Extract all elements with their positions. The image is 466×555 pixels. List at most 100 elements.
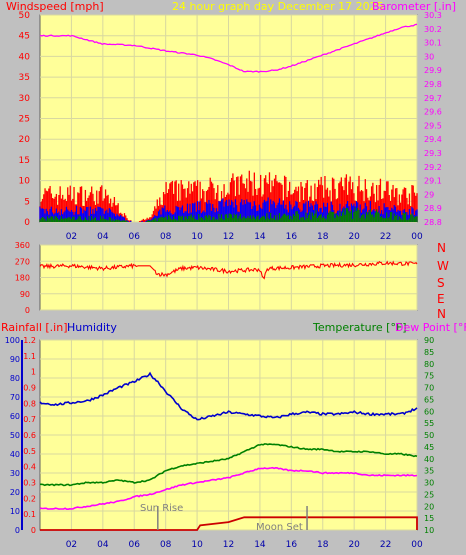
compass-e: E bbox=[437, 292, 445, 306]
wind-y-tick: 0 bbox=[24, 218, 30, 228]
temperature-y-tick: 45 bbox=[424, 443, 434, 452]
barometer-y-tick: 28.9 bbox=[424, 204, 442, 213]
temperature-y-tick: 30 bbox=[424, 479, 434, 488]
barometer-y-tick: 28.8 bbox=[424, 218, 442, 227]
humidity-y-tick: 30 bbox=[10, 469, 20, 478]
humidity-y-tick: 90 bbox=[10, 355, 20, 364]
temperature-y-tick: 55 bbox=[424, 419, 434, 428]
wind-x-tick: 06 bbox=[129, 232, 141, 242]
wind-y-tick: 20 bbox=[19, 135, 31, 145]
humidity-y-tick: 0 bbox=[15, 526, 20, 535]
rainfall-title: Rainfall [.in] bbox=[1, 321, 68, 334]
humidity-y-tick: 40 bbox=[10, 450, 20, 459]
temperature-y-tick: 35 bbox=[424, 467, 434, 476]
wind-y-tick: 25 bbox=[19, 115, 30, 125]
temperature-y-tick: 70 bbox=[424, 384, 434, 393]
weather-x-tick: 14 bbox=[254, 540, 266, 550]
rain-y-tick: 1.1 bbox=[23, 352, 36, 361]
weather-x-tick: 02 bbox=[66, 540, 77, 550]
weather-x-tick: 08 bbox=[160, 540, 172, 550]
barometer-title: Barometer [.in] bbox=[372, 0, 456, 13]
direction-y-tick: 90 bbox=[20, 290, 30, 299]
wind-y-tick: 10 bbox=[19, 177, 31, 187]
direction-y-tick: 270 bbox=[15, 257, 30, 266]
weather-x-tick: 22 bbox=[380, 540, 391, 550]
barometer-y-tick: 29 bbox=[424, 190, 434, 199]
rain-y-tick: 1 bbox=[31, 368, 36, 377]
barometer-y-tick: 29.1 bbox=[424, 177, 442, 186]
grid bbox=[40, 14, 418, 531]
rain-y-tick: 0.6 bbox=[23, 431, 36, 440]
humidity-y-tick: 70 bbox=[10, 393, 20, 402]
barometer-y-tick: 29.4 bbox=[424, 135, 442, 144]
wind-x-tick: 20 bbox=[348, 232, 360, 242]
series bbox=[39, 23, 418, 531]
weather-x-tick: 18 bbox=[317, 540, 329, 550]
dew-point-line bbox=[39, 466, 418, 510]
rain-y-tick: 1.2 bbox=[23, 336, 36, 345]
humidity-y-tick: 50 bbox=[10, 431, 20, 440]
humidity-y-tick: 20 bbox=[10, 488, 20, 497]
humidity-y-tick: 60 bbox=[10, 412, 20, 421]
barometer-y-tick: 29.2 bbox=[424, 163, 442, 172]
wind-x-tick: 14 bbox=[254, 232, 266, 242]
temperature-y-tick: 40 bbox=[424, 455, 434, 464]
rain-y-tick: 0.7 bbox=[23, 415, 36, 424]
barometer-y-tick: 29.6 bbox=[424, 108, 442, 117]
rain-y-tick: 0.1 bbox=[23, 510, 36, 519]
rain-y-tick: 0.3 bbox=[23, 479, 36, 488]
wind-y-tick: 45 bbox=[19, 32, 30, 42]
rain-y-tick: 0.9 bbox=[23, 384, 36, 393]
barometer-y-tick: 29.8 bbox=[424, 80, 442, 89]
temperature-y-tick: 85 bbox=[424, 348, 434, 357]
humidity-title: Humidity bbox=[67, 321, 117, 334]
compass-s: S bbox=[437, 276, 445, 290]
direction-y-tick: 0 bbox=[25, 306, 30, 315]
wind-y-tick: 15 bbox=[19, 156, 30, 166]
rainfall-line bbox=[40, 516, 418, 531]
weather-x-tick: 04 bbox=[97, 540, 109, 550]
wind-direction-line bbox=[39, 260, 418, 280]
weather-x-tick: 16 bbox=[286, 540, 298, 550]
humidity-y-tick: 10 bbox=[10, 507, 20, 516]
wind-x-tick: 04 bbox=[97, 232, 109, 242]
wind-y-tick: 40 bbox=[19, 52, 31, 62]
temperature-y-tick: 50 bbox=[424, 431, 434, 440]
barometer-y-tick: 30.1 bbox=[424, 39, 442, 48]
direction-y-tick: 360 bbox=[15, 241, 30, 250]
temperature-y-tick: 80 bbox=[424, 360, 434, 369]
sunrise-label: Sun Rise bbox=[140, 503, 183, 514]
humidity-y-tick: 100 bbox=[5, 336, 20, 345]
barometer-y-tick: 29.7 bbox=[424, 94, 442, 103]
compass-w: W bbox=[437, 259, 449, 273]
wind-x-tick: 18 bbox=[317, 232, 329, 242]
wind-y-tick: 5 bbox=[24, 197, 30, 207]
temperature-y-tick: 20 bbox=[424, 502, 434, 511]
weather-x-tick: 10 bbox=[191, 540, 203, 550]
barometer-y-tick: 30.2 bbox=[424, 25, 442, 34]
wind-y-tick: 35 bbox=[19, 73, 30, 83]
barometer-y-tick: 30.3 bbox=[424, 11, 442, 20]
temperature-y-tick: 10 bbox=[424, 526, 434, 535]
humidity-line bbox=[39, 371, 418, 421]
rain-y-tick: 0.5 bbox=[23, 447, 36, 456]
wind-x-tick: 10 bbox=[191, 232, 203, 242]
temperature-y-tick: 65 bbox=[424, 395, 434, 404]
wind-x-tick: 22 bbox=[380, 232, 391, 242]
temperature-title: Temperature [°F] bbox=[312, 321, 407, 334]
wind-y-tick: 30 bbox=[19, 94, 31, 104]
weather-x-tick: 06 bbox=[129, 540, 141, 550]
weather-x-tick: 00 bbox=[411, 540, 423, 550]
temperature-y-tick: 15 bbox=[424, 514, 434, 523]
rain-y-tick: 0 bbox=[31, 526, 36, 535]
moonset-label: Moon Set bbox=[256, 522, 303, 533]
compass-n-top: N bbox=[437, 241, 446, 255]
temperature-y-tick: 90 bbox=[424, 336, 434, 345]
barometer-y-tick: 30 bbox=[424, 52, 434, 61]
barometer-y-tick: 29.9 bbox=[424, 66, 442, 75]
temperature-y-tick: 25 bbox=[424, 490, 434, 499]
chart-subtitle: 24 hour graph day December 17 2025 bbox=[172, 0, 384, 13]
temperature-y-tick: 60 bbox=[424, 407, 434, 416]
wind-x-tick: 12 bbox=[223, 232, 234, 242]
